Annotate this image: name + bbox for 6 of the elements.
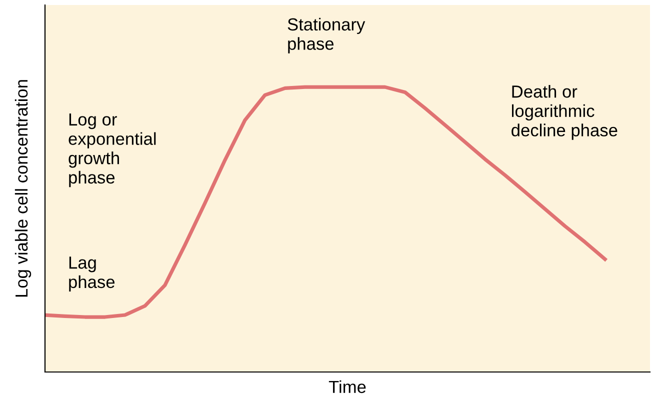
annotation: Log or exponential growth phase — [68, 114, 156, 188]
annotation: Death or logarithmic decline phase — [512, 85, 618, 140]
annotation: Lag phase — [69, 256, 115, 292]
y-axis-title: Log viable cell concentration — [14, 80, 32, 297]
text: Stationary phase — [288, 18, 366, 54]
x-axis-title: Time — [328, 380, 366, 394]
